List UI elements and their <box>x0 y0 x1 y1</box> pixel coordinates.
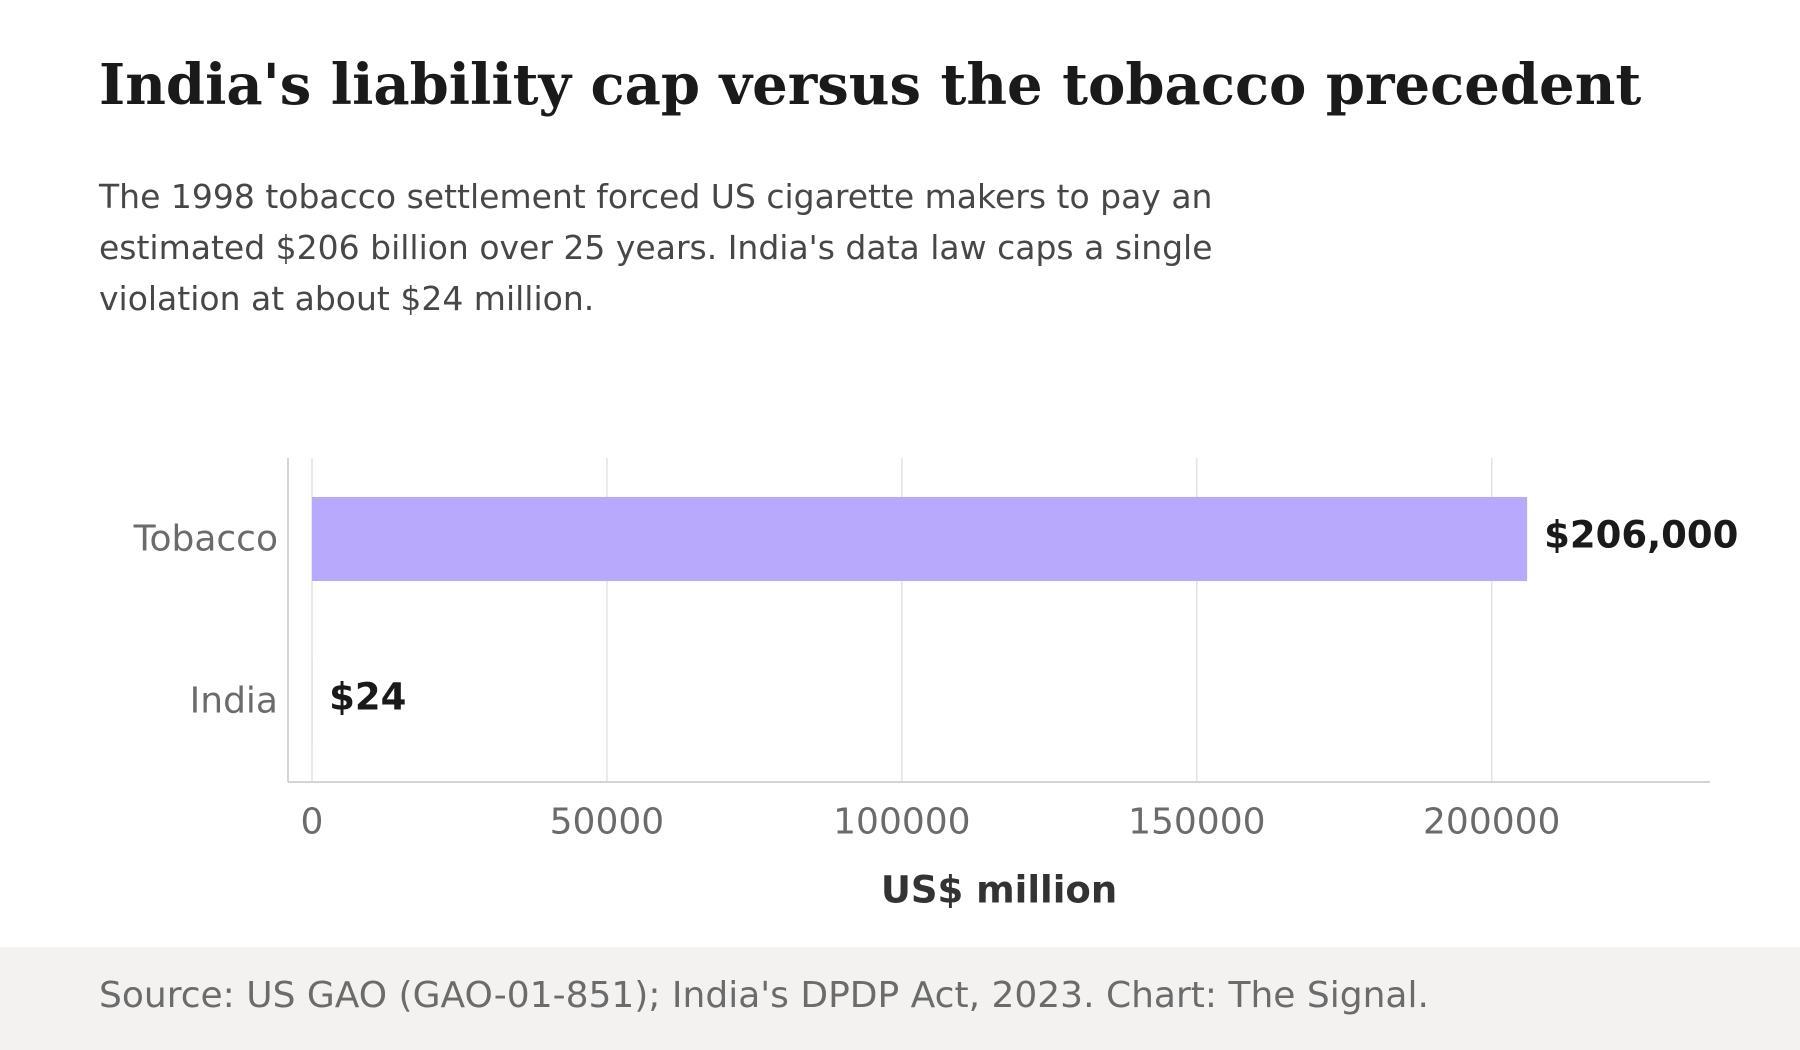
source-note: Source: US GAO (GAO-01-851); India's DPD… <box>99 975 1429 1016</box>
x-tick-label-0: 0 <box>301 802 324 843</box>
chart-title: India's liability cap versus the tobacco… <box>99 52 1642 118</box>
category-label-india: India <box>190 681 278 722</box>
value-label-tobacco: $206,000 <box>1544 514 1738 557</box>
chart-subtitle: The 1998 tobacco settlement forced US ci… <box>99 177 1213 318</box>
bar-chart: Tobacco $206,000 India $24 0 50000 100000 15000… <box>133 458 1738 911</box>
value-label-india: $24 <box>329 676 406 719</box>
category-label-tobacco: Tobacco <box>133 519 278 560</box>
x-tick-label-4: 200000 <box>1423 802 1560 843</box>
bar-tobacco <box>312 497 1528 581</box>
footer: Source: US GAO (GAO-01-851); India's DPD… <box>0 947 1800 1050</box>
x-tick-label-2: 100000 <box>833 802 970 843</box>
x-axis-title: US$ million <box>881 869 1117 911</box>
x-tick-label-3: 150000 <box>1128 802 1265 843</box>
x-tick-label-1: 50000 <box>550 802 665 843</box>
